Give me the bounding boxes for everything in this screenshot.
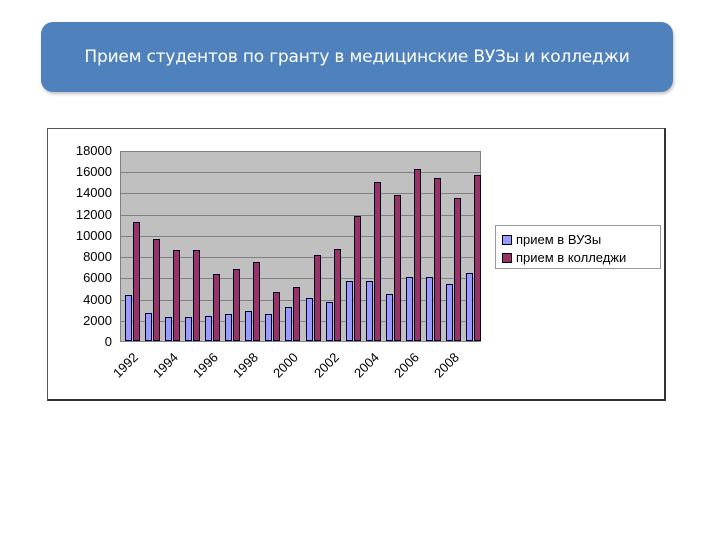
bar-vuz [325, 301, 333, 341]
bar-college [193, 249, 201, 341]
bar-vuz [285, 307, 293, 341]
bar-vuz [245, 311, 253, 341]
bar-vuz [145, 313, 153, 341]
bar-college [293, 286, 301, 341]
gridline [121, 320, 480, 322]
bar-college [453, 197, 461, 341]
legend-label-vuz: прием в ВУЗы [516, 232, 602, 247]
bar-vuz [345, 280, 353, 341]
legend-swatch-vuz [502, 234, 512, 245]
plot-area [120, 151, 481, 342]
bar-vuz [265, 314, 273, 341]
bar-vuz [445, 283, 453, 341]
bar-college [473, 175, 481, 341]
bar-college [133, 222, 140, 341]
bar-college [333, 248, 341, 341]
y-tick-label: 14000 [75, 185, 112, 201]
bar-vuz [425, 277, 433, 341]
legend-item-college: прием в колледжи [502, 250, 626, 265]
page-title: Прием студентов по гранту в медицинские … [84, 47, 630, 67]
bar-college [173, 249, 181, 341]
bar-college [213, 274, 221, 341]
bar-vuz [465, 273, 473, 341]
bar-vuz [385, 294, 393, 341]
y-tick-label: 16000 [75, 164, 112, 180]
gridline [121, 278, 480, 280]
legend-swatch-college [502, 252, 512, 263]
gridline [121, 235, 480, 237]
bar-vuz [405, 277, 413, 341]
y-tick-label: 4000 [83, 291, 112, 307]
bar-college [273, 292, 281, 341]
bar-vuz [165, 316, 173, 341]
legend-item-vuz: прием в ВУЗы [502, 232, 601, 247]
y-tick-label: 18000 [75, 143, 112, 158]
bar-college [413, 169, 421, 341]
gridline [121, 257, 480, 259]
bar-vuz [125, 295, 132, 341]
bar-vuz [305, 297, 313, 341]
bar-college [313, 255, 321, 341]
y-tick-label: 6000 [83, 270, 112, 286]
bar-college [233, 268, 241, 341]
y-tick-label: 12000 [75, 206, 112, 222]
y-tick-label: 8000 [83, 249, 112, 265]
bar-college [253, 262, 261, 341]
gridline [121, 172, 480, 174]
bar-vuz [365, 280, 373, 341]
gridline [121, 214, 480, 216]
y-tick-label: 2000 [83, 312, 112, 328]
bar-vuz [205, 315, 213, 341]
bar-college [393, 194, 401, 341]
title-banner: Прием студентов по гранту в медицинские … [41, 22, 673, 92]
bar-vuz [185, 316, 193, 341]
bar-college [153, 239, 161, 341]
gridline [121, 151, 480, 152]
bar-college [353, 215, 361, 341]
gridline [121, 193, 480, 195]
bar-college [373, 181, 381, 341]
bar-college [433, 177, 441, 341]
bar-vuz [225, 314, 233, 341]
gridline [121, 299, 480, 301]
y-tick-label: 10000 [75, 227, 112, 243]
chart-legend: прием в ВУЗы прием в колледжи [495, 225, 661, 269]
legend-label-college: прием в колледжи [516, 250, 627, 265]
y-tick-label: 0 [104, 334, 112, 349]
